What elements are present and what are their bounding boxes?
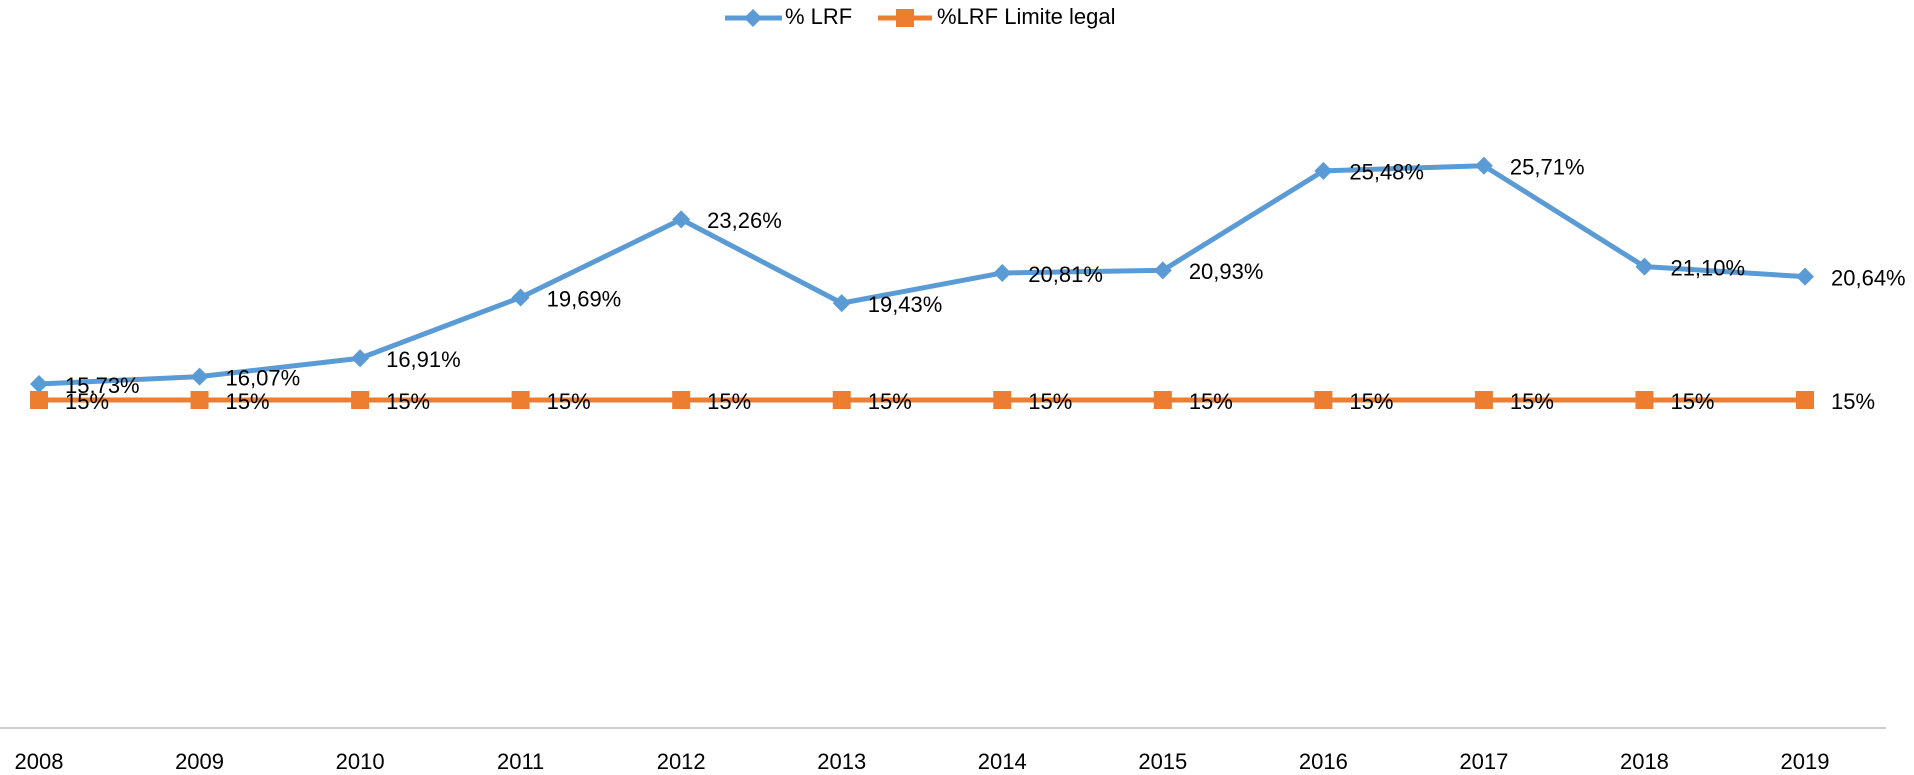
data-label: 16,07% <box>226 365 301 390</box>
data-point <box>672 391 691 409</box>
x-tick-label: 2008 <box>15 749 64 774</box>
data-point <box>511 391 530 409</box>
data-point <box>1635 257 1654 276</box>
data-point <box>1314 161 1333 180</box>
legend-label: %LRF Limite legal <box>937 4 1116 29</box>
data-label: 15% <box>868 389 912 414</box>
data-point <box>832 391 851 409</box>
data-point <box>1796 391 1814 409</box>
data-label: 15% <box>1028 389 1072 414</box>
data-label: 15% <box>226 389 270 414</box>
data-point <box>30 391 48 409</box>
data-label: 15,73% <box>65 373 140 398</box>
data-point <box>1153 391 1172 409</box>
data-label: 15% <box>386 389 430 414</box>
data-point <box>1314 391 1333 409</box>
x-tick-label: 2019 <box>1781 749 1830 774</box>
x-tick-label: 2015 <box>1138 749 1187 774</box>
legend-label: % LRF <box>785 4 852 29</box>
data-point <box>993 391 1012 409</box>
data-label: 19,43% <box>868 292 943 317</box>
data-point <box>1153 261 1172 280</box>
x-tick-label: 2012 <box>657 749 706 774</box>
x-tick-label: 2018 <box>1620 749 1669 774</box>
data-label: 25,71% <box>1510 155 1585 180</box>
data-point <box>190 391 209 409</box>
x-tick-label: 2011 <box>497 749 544 774</box>
data-point <box>832 294 851 313</box>
x-tick-label: 2014 <box>978 749 1027 774</box>
data-label: 15% <box>65 389 109 414</box>
data-point <box>993 263 1012 282</box>
data-label: 15% <box>1189 389 1233 414</box>
data-label: 15% <box>1831 389 1875 414</box>
data-point <box>672 210 691 229</box>
legend-marker <box>744 9 762 27</box>
data-label: 15% <box>1349 389 1393 414</box>
data-point <box>30 375 48 394</box>
data-point <box>351 391 370 409</box>
data-point <box>1474 391 1493 409</box>
data-label: 20,64% <box>1831 265 1906 290</box>
legend-marker <box>896 9 914 27</box>
x-tick-label: 2016 <box>1299 749 1348 774</box>
series-line <box>38 163 1806 387</box>
x-tick-label: 2009 <box>175 749 224 774</box>
data-label: 20,93% <box>1189 259 1264 284</box>
x-tick-label: 2017 <box>1459 749 1508 774</box>
data-point <box>351 349 370 368</box>
data-label: 15% <box>1670 389 1714 414</box>
data-point <box>1635 391 1654 409</box>
data-label: 15% <box>1510 389 1554 414</box>
data-label: 16,91% <box>386 347 461 372</box>
x-tick-label: 2010 <box>336 749 385 774</box>
data-point <box>1796 267 1814 286</box>
data-label: 25,48% <box>1349 160 1424 185</box>
data-label: 15% <box>707 389 751 414</box>
data-label: 15% <box>547 389 591 414</box>
data-label: 20,81% <box>1028 262 1103 287</box>
data-point <box>511 288 530 307</box>
data-label: 19,69% <box>547 286 622 311</box>
data-point <box>1474 156 1493 175</box>
x-tick-label: 2013 <box>817 749 866 774</box>
data-point <box>190 367 209 386</box>
data-label: 23,26% <box>707 208 782 233</box>
data-label: 21,10% <box>1670 255 1745 280</box>
